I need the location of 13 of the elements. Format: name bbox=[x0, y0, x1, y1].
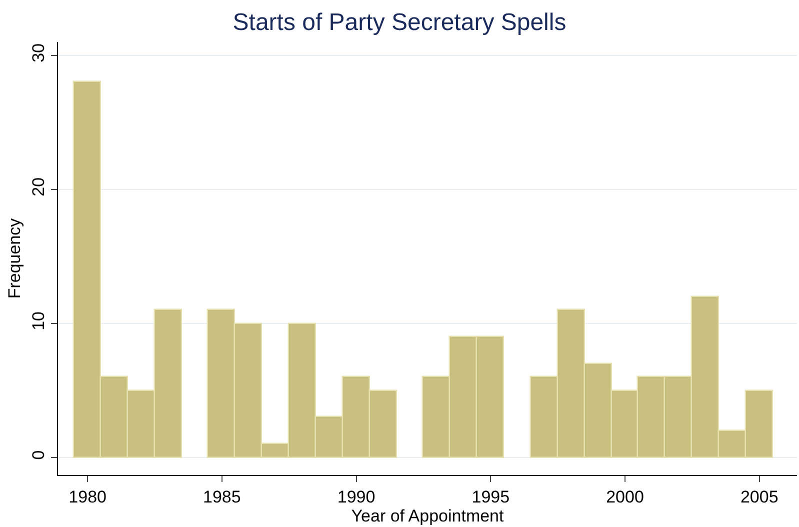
x-tick-label: 1990 bbox=[337, 487, 376, 506]
x-tick-label: 2000 bbox=[606, 487, 644, 506]
y-tick-label: 20 bbox=[29, 177, 48, 196]
x-tick-label: 2005 bbox=[740, 487, 778, 506]
x-tick-label: 1995 bbox=[472, 487, 510, 506]
y-axis-title: Frequency bbox=[4, 218, 24, 299]
x-tick-label: 1985 bbox=[203, 487, 241, 506]
chart-title: Starts of Party Secretary Spells bbox=[232, 8, 566, 36]
y-tick-label: 0 bbox=[29, 450, 48, 460]
y-tick-label: 10 bbox=[29, 312, 48, 330]
y-tick-label: 30 bbox=[29, 43, 48, 62]
x-tick-label: 1980 bbox=[68, 487, 106, 506]
x-axis-title: Year of Appointment bbox=[351, 506, 504, 526]
